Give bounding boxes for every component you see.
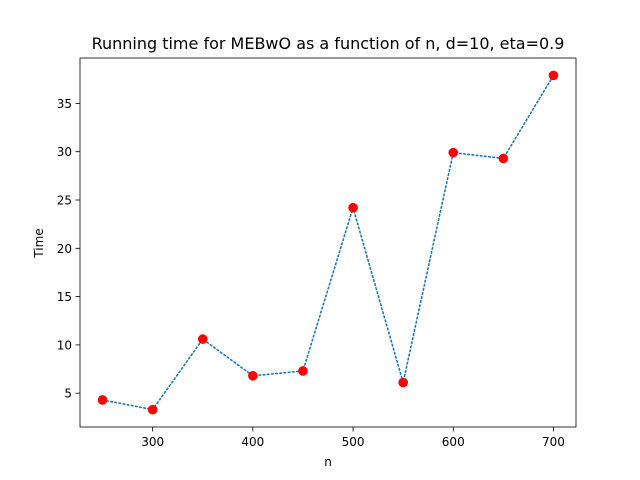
data-point bbox=[147, 404, 158, 415]
data-point bbox=[498, 153, 509, 164]
x-axis-label: n bbox=[324, 455, 332, 469]
data-point bbox=[348, 202, 358, 213]
y-tick-label: 15 bbox=[57, 290, 72, 304]
data-point bbox=[97, 395, 108, 405]
data-point bbox=[548, 70, 559, 81]
plot-area: 300 400 500 600 700 5 10 15 20 25 30 35 bbox=[57, 57, 577, 449]
x-tick-label: 300 bbox=[141, 435, 164, 449]
y-tick-label: 35 bbox=[57, 97, 72, 111]
x-tick-label: 700 bbox=[542, 435, 565, 449]
y-tick-label: 25 bbox=[57, 193, 72, 207]
series-line bbox=[101, 74, 555, 411]
data-point bbox=[197, 334, 208, 344]
y-tick-label: 30 bbox=[57, 145, 72, 159]
data-point bbox=[448, 147, 459, 158]
y-tick-label: 10 bbox=[57, 338, 72, 352]
y-axis-label: Time bbox=[32, 228, 46, 258]
data-point bbox=[298, 366, 308, 376]
data-point bbox=[248, 371, 258, 381]
y-tick-label: 20 bbox=[57, 242, 72, 256]
x-tick-label: 600 bbox=[442, 435, 465, 449]
x-tick-label: 400 bbox=[241, 435, 264, 449]
data-point bbox=[398, 377, 408, 388]
x-tick-label: 500 bbox=[342, 435, 365, 449]
y-tick-label: 5 bbox=[64, 387, 72, 401]
chart-title: Running time for MEBwO as a function of … bbox=[92, 34, 565, 53]
axes-frame bbox=[79, 57, 577, 428]
